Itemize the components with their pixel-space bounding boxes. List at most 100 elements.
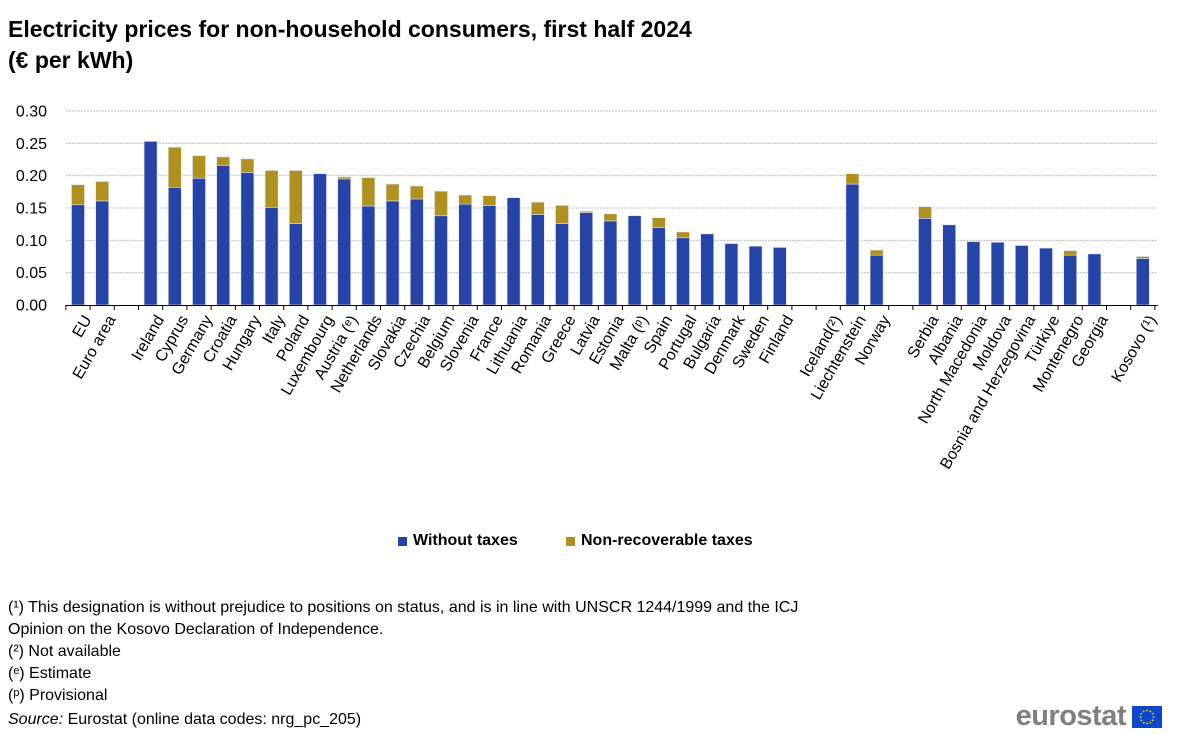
legend-item-without-taxes: Without taxes — [398, 532, 518, 550]
flag-star-icon — [1152, 715, 1155, 718]
y-tick-label: 0.30 — [16, 103, 47, 120]
bar-non-recoverable-taxes — [409, 185, 424, 200]
bar-without-taxes — [1087, 253, 1102, 306]
bar-without-taxes — [288, 223, 303, 306]
footnote: Opinion on the Kosovo Declaration of Ind… — [8, 621, 384, 638]
flag-star-icon — [1140, 712, 1143, 715]
bar-non-recoverable-taxes — [918, 206, 932, 219]
flag-star-icon — [1146, 709, 1148, 711]
flag-star-icon — [1142, 721, 1145, 724]
bar-without-taxes — [264, 207, 279, 306]
flag-star-icon — [1149, 721, 1152, 724]
flag-star-icon — [1151, 718, 1154, 721]
bar-without-taxes — [990, 241, 1005, 306]
bar-without-taxes — [409, 198, 424, 306]
bar-without-taxes — [95, 200, 109, 306]
bar-non-recoverable-taxes — [361, 177, 376, 207]
bar-without-taxes — [603, 220, 618, 306]
bar-without-taxes — [869, 254, 884, 306]
bar-non-recoverable-taxes — [434, 190, 448, 217]
flag-star-icon — [1142, 709, 1145, 712]
bar-without-taxes — [530, 214, 545, 306]
bar-without-taxes — [942, 224, 957, 306]
bar-without-taxes — [458, 203, 473, 306]
bar-non-recoverable-taxes — [676, 231, 690, 239]
bar-non-recoverable-taxes — [1063, 250, 1077, 256]
bar-without-taxes — [1063, 254, 1077, 306]
flag-star-icon — [1140, 718, 1143, 721]
bar-without-taxes — [434, 215, 448, 306]
bar-without-taxes — [1014, 245, 1029, 306]
bar-without-taxes — [482, 205, 497, 306]
chart-title: Electricity prices for non-household con… — [8, 14, 692, 76]
footnote: (ᵉ) Estimate — [8, 665, 92, 682]
bar-without-taxes — [192, 177, 206, 306]
footnotes: (¹) This designation is without prejudic… — [8, 597, 798, 731]
bar-non-recoverable-taxes — [1136, 256, 1150, 259]
source-line: Source: Eurostat (online data codes: nrg… — [8, 709, 798, 731]
x-tick-label: Kosovo (¹) — [1109, 313, 1161, 385]
bar-non-recoverable-taxes — [216, 156, 230, 166]
bar-without-taxes — [700, 233, 715, 306]
bar-without-taxes — [71, 204, 85, 306]
bar-without-taxes — [845, 183, 860, 306]
bar-non-recoverable-taxes — [530, 201, 545, 215]
bar-without-taxes — [1136, 258, 1150, 306]
y-tick-label: 0.20 — [16, 168, 47, 185]
bar-without-taxes — [772, 247, 787, 306]
legend-label: Without taxes — [413, 532, 518, 549]
legend: Without taxes Non-recoverable taxes — [0, 532, 1200, 554]
source-text: Eurostat (online data codes: nrg_pc_205) — [63, 711, 362, 728]
bar-non-recoverable-taxes — [168, 146, 182, 188]
bar-without-taxes — [1039, 247, 1053, 306]
flag-star-icon — [1146, 722, 1148, 724]
flag-star-icon — [1149, 709, 1152, 712]
bar-without-taxes — [676, 237, 690, 306]
bar-without-taxes — [506, 197, 521, 306]
source-label: Source: — [8, 711, 64, 728]
eu-flag-icon — [1132, 705, 1162, 728]
bar-without-taxes — [337, 178, 352, 306]
bar-without-taxes — [216, 165, 230, 306]
bar-without-taxes — [313, 173, 327, 306]
bar-non-recoverable-taxes — [603, 213, 618, 222]
y-tick-label: 0.00 — [16, 298, 47, 315]
legend-item-taxes: Non-recoverable taxes — [566, 532, 753, 550]
bar-non-recoverable-taxes — [95, 181, 109, 202]
eurostat-logo: eurostat — [1016, 700, 1162, 733]
chart-title-line2: (€ per kWh) — [8, 47, 134, 73]
bar-without-taxes — [966, 241, 981, 306]
bar-non-recoverable-taxes — [845, 173, 860, 185]
bar-without-taxes — [579, 212, 594, 306]
bar-without-taxes — [168, 187, 182, 306]
bar-non-recoverable-taxes — [458, 194, 473, 205]
footnote: (²) Not available — [8, 643, 121, 660]
bar-non-recoverable-taxes — [579, 210, 594, 213]
legend-swatch-blue — [398, 536, 407, 546]
bar-non-recoverable-taxes — [385, 183, 400, 202]
flag-star-icon — [1139, 715, 1142, 718]
footnote: (ᵖ) Provisional — [8, 687, 108, 704]
footnote: (¹) This designation is without prejudic… — [8, 599, 799, 616]
bar-without-taxes — [385, 200, 400, 306]
legend-swatch-gold — [566, 536, 575, 546]
bar-without-taxes — [651, 227, 666, 306]
bar-non-recoverable-taxes — [71, 184, 85, 206]
flag-star-icon — [1151, 712, 1154, 715]
chart-title-line1: Electricity prices for non-household con… — [8, 16, 692, 42]
y-tick-label: 0.15 — [16, 200, 47, 217]
bar-without-taxes — [143, 141, 158, 306]
bar-without-taxes — [627, 215, 642, 306]
legend-label: Non-recoverable taxes — [581, 532, 753, 549]
bar-without-taxes — [361, 205, 376, 306]
y-tick-label: 0.05 — [16, 265, 47, 282]
y-tick-label: 0.10 — [16, 233, 47, 250]
bar-non-recoverable-taxes — [288, 170, 303, 224]
y-tick-label: 0.25 — [16, 136, 47, 153]
bar-without-taxes — [240, 172, 255, 306]
bar-without-taxes — [555, 223, 569, 306]
bar-without-taxes — [748, 245, 763, 306]
bar-non-recoverable-taxes — [482, 195, 497, 206]
bar-without-taxes — [918, 218, 932, 306]
